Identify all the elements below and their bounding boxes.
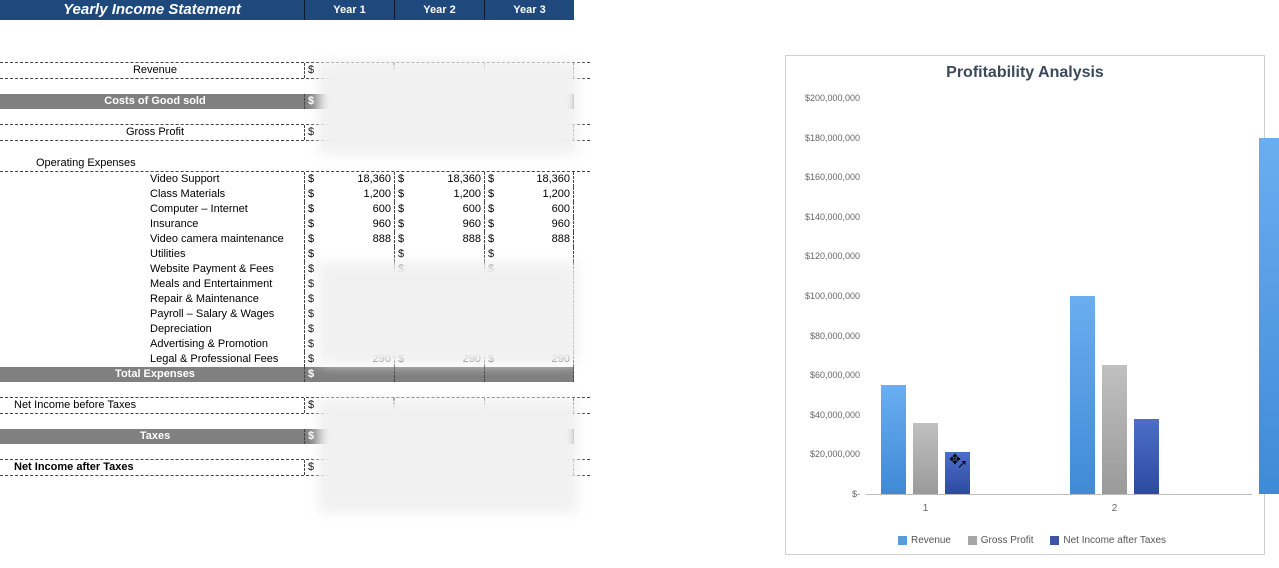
x-category-label: 2 <box>1112 503 1118 514</box>
y-tick-label: $140,000,000 <box>786 212 860 222</box>
ni-before-label: Net Income before Taxes <box>0 398 304 413</box>
y-tick-label: $200,000,000 <box>786 93 860 103</box>
opex-value[interactable]: $960 <box>304 217 394 232</box>
year2-header[interactable]: Year 2 <box>394 0 484 20</box>
legend-swatch-revenue <box>898 536 907 545</box>
chart-bar[interactable] <box>1259 138 1279 494</box>
opex-label: Utilities <box>0 247 304 262</box>
opex-row[interactable]: Class Materials$1,200$1,200$1,200 <box>0 187 590 202</box>
chart-bar[interactable] <box>1102 365 1127 494</box>
y-tick-label: $40,000,000 <box>786 410 860 420</box>
opex-row[interactable]: Video Support$18,360$18,360$18,360 <box>0 171 590 187</box>
opex-value[interactable]: $ <box>304 247 394 262</box>
ni-after-label: Net Income after Taxes <box>0 460 304 475</box>
chart-legend: Revenue Gross Profit Net Income after Ta… <box>786 535 1264 546</box>
opex-label: Class Materials <box>0 187 304 202</box>
opex-value[interactable]: $960 <box>484 217 574 232</box>
chart-plot-area <box>866 98 1252 494</box>
y-tick-label: $60,000,000 <box>786 370 860 380</box>
opex-value[interactable]: $ <box>484 247 574 262</box>
y-tick-label: $160,000,000 <box>786 172 860 182</box>
opex-label: Meals and Entertainment <box>0 277 304 292</box>
revenue-label: Revenue <box>0 63 304 78</box>
opex-label: Legal & Professional Fees <box>0 352 304 367</box>
opex-value[interactable]: $1,200 <box>394 187 484 202</box>
chart-bar[interactable] <box>1070 296 1095 494</box>
opex-label: Depreciation <box>0 322 304 337</box>
opex-value[interactable]: $600 <box>484 202 574 217</box>
opex-value[interactable]: $888 <box>304 232 394 247</box>
legend-swatch-gross <box>968 536 977 545</box>
opex-label: Website Payment & Fees <box>0 262 304 277</box>
y-tick-label: $120,000,000 <box>786 251 860 261</box>
opex-header-row: Operating Expenses <box>0 156 590 171</box>
opex-value[interactable]: $1,200 <box>484 187 574 202</box>
opex-header-label: Operating Expenses <box>0 156 304 171</box>
year1-header[interactable]: Year 1 <box>304 0 394 20</box>
opex-row[interactable]: Computer – Internet$600$600$600 <box>0 202 590 217</box>
chart-bar[interactable] <box>1134 419 1159 494</box>
opex-value[interactable]: $1,200 <box>304 187 394 202</box>
y-tick-label: $- <box>786 489 860 499</box>
title-cell: Yearly Income Statement <box>0 0 304 20</box>
opex-value[interactable]: $600 <box>304 202 394 217</box>
chart-y-axis: $-$20,000,000$40,000,000$60,000,000$80,0… <box>786 98 866 494</box>
legend-swatch-net <box>1050 536 1059 545</box>
legend-gross: Gross Profit <box>981 535 1034 546</box>
total-expenses-row[interactable]: Total Expenses $ <box>0 367 590 382</box>
cogs-label: Costs of Good sold <box>0 94 304 109</box>
opex-value[interactable]: $18,360 <box>394 172 484 187</box>
taxes-label: Taxes <box>0 429 304 444</box>
opex-value[interactable]: $888 <box>484 232 574 247</box>
chart-title: Profitability Analysis <box>786 56 1264 82</box>
total-expenses-label: Total Expenses <box>0 367 304 382</box>
header-row: Yearly Income Statement Year 1 Year 2 Ye… <box>0 0 590 20</box>
opex-value[interactable]: $960 <box>394 217 484 232</box>
gross-profit-label: Gross Profit <box>0 125 304 140</box>
legend-revenue: Revenue <box>911 535 951 546</box>
opex-label: Computer – Internet <box>0 202 304 217</box>
opex-value[interactable]: $888 <box>394 232 484 247</box>
opex-value[interactable]: $18,360 <box>484 172 574 187</box>
y-tick-label: $20,000,000 <box>786 449 860 459</box>
blur-region-3 <box>318 398 578 513</box>
x-category-label: 1 <box>923 503 929 514</box>
opex-label: Video Support <box>0 172 304 187</box>
legend-net: Net Income after Taxes <box>1063 535 1166 546</box>
opex-label: Advertising & Promotion <box>0 337 304 352</box>
opex-row[interactable]: Utilities$$$ <box>0 247 590 262</box>
y-tick-label: $180,000,000 <box>786 133 860 143</box>
opex-label: Insurance <box>0 217 304 232</box>
opex-row[interactable]: Video camera maintenance$888$888$888 <box>0 232 590 247</box>
blur-region-2 <box>318 262 578 364</box>
opex-label: Repair & Maintenance <box>0 292 304 307</box>
chart-bar[interactable] <box>881 385 906 494</box>
chart-baseline <box>866 494 1252 495</box>
opex-label: Video camera maintenance <box>0 232 304 247</box>
profitability-chart[interactable]: Profitability Analysis $- $20,000,000 $40,… <box>785 55 1265 555</box>
opex-value[interactable]: $600 <box>394 202 484 217</box>
chart-bar[interactable] <box>913 423 938 494</box>
opex-value[interactable]: $ <box>394 247 484 262</box>
opex-row[interactable]: Insurance$960$960$960 <box>0 217 590 232</box>
y-tick-label: $100,000,000 <box>786 291 860 301</box>
chart-bar[interactable] <box>945 452 970 494</box>
opex-value[interactable]: $18,360 <box>304 172 394 187</box>
year3-header[interactable]: Year 3 <box>484 0 574 20</box>
blur-region-1 <box>318 60 578 155</box>
opex-label: Payroll – Salary & Wages <box>0 307 304 322</box>
y-tick-label: $80,000,000 <box>786 331 860 341</box>
